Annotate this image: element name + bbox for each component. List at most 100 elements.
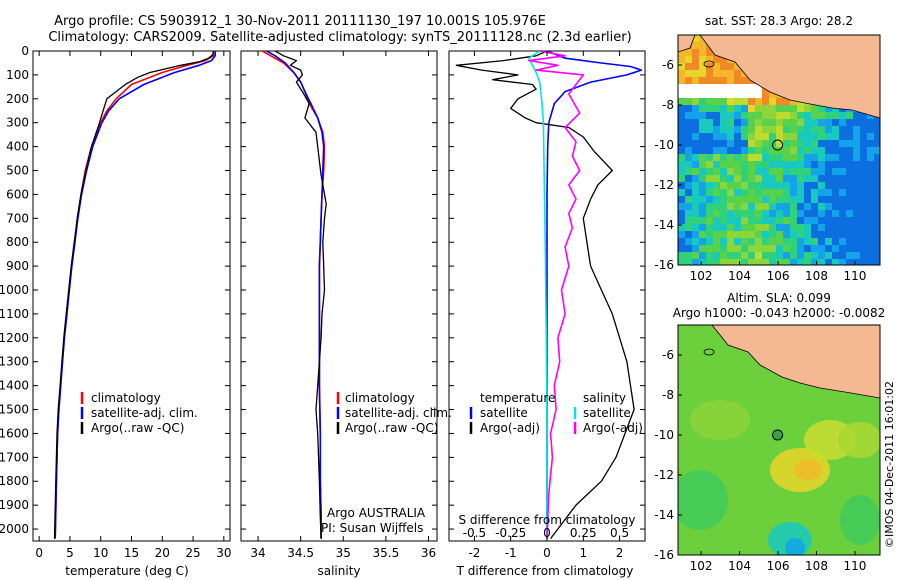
sst-cell — [839, 182, 847, 190]
sst-cell — [853, 189, 861, 197]
sst-cell — [776, 140, 784, 148]
sst-cell — [678, 63, 686, 71]
sst-cell — [755, 245, 763, 253]
x-tick-label: 36 — [421, 546, 436, 560]
sst-cell — [804, 126, 812, 134]
sst-cell — [825, 126, 833, 134]
sst-cell — [825, 238, 833, 246]
sst-cell — [720, 175, 728, 183]
sst-cell — [853, 238, 861, 246]
sst-cell — [818, 231, 826, 239]
sst-cell — [720, 133, 728, 141]
sst-cell — [818, 112, 826, 120]
map-y-tick-label: -10 — [654, 138, 674, 152]
sst-cell — [804, 217, 812, 225]
y-tick-label: 1100 — [0, 307, 29, 321]
sst-cell — [797, 126, 805, 134]
sst-cell — [741, 189, 749, 197]
sst-cell — [699, 224, 707, 232]
sst-cell — [797, 147, 805, 155]
sst-cell — [832, 175, 840, 183]
sst-cell — [727, 77, 735, 85]
sst-cell — [804, 224, 812, 232]
map-x-tick-label: 108 — [805, 559, 828, 573]
sst-cell — [678, 84, 686, 92]
sst-cell — [797, 231, 805, 239]
sst-cell — [797, 189, 805, 197]
sst-cell — [727, 140, 735, 148]
x-tick-label: 5 — [66, 546, 74, 560]
sst-cell — [874, 238, 880, 246]
sst-cell — [734, 231, 742, 239]
sst-cell — [846, 231, 854, 239]
sst-cell — [713, 56, 721, 64]
sst-cell — [853, 196, 861, 204]
sst-cell — [685, 168, 693, 176]
sst-cell — [853, 112, 861, 120]
sst-cell — [811, 175, 819, 183]
sst-cell — [678, 231, 686, 239]
sst-cell — [727, 133, 735, 141]
sst-cell — [706, 189, 714, 197]
sst-cell — [706, 231, 714, 239]
y-tick-label: 1000 — [0, 283, 29, 297]
sst-cell — [832, 112, 840, 120]
sst-cell — [748, 196, 756, 204]
sst-cell — [818, 259, 826, 265]
sst-cell — [699, 105, 707, 113]
sst-cell — [790, 105, 798, 113]
sst-cell — [699, 217, 707, 225]
sst-cell — [748, 91, 756, 99]
sst-cell — [783, 126, 791, 134]
sst-cell — [685, 126, 693, 134]
sst-cell — [839, 112, 847, 120]
sst-cell — [797, 238, 805, 246]
sst-cell — [678, 245, 686, 253]
sst-cell — [846, 161, 854, 169]
sst-cell — [706, 182, 714, 190]
sst-cell — [783, 196, 791, 204]
sst-cell — [783, 154, 791, 162]
sst-cell — [748, 119, 756, 127]
sst-cell — [706, 224, 714, 232]
sst-cell — [790, 217, 798, 225]
sst-cell — [776, 210, 784, 218]
sst-cell — [825, 217, 833, 225]
sst-cell — [678, 210, 686, 218]
map-x-tick-label: 106 — [767, 269, 790, 283]
sst-cell — [713, 203, 721, 211]
sst-cell — [734, 175, 742, 183]
sst-cell — [832, 217, 840, 225]
legend-s-argo: Argo(-adj) — [583, 421, 643, 435]
sst-cell — [839, 245, 847, 253]
sst-cell — [811, 154, 819, 162]
sst-cell — [692, 35, 700, 43]
sst-cell — [699, 252, 707, 260]
map-y-tick-label: -8 — [662, 388, 674, 402]
sst-cell — [713, 133, 721, 141]
sst-cell — [741, 245, 749, 253]
sst-cell — [867, 147, 875, 155]
sst-cell — [692, 49, 700, 57]
sst-cell — [846, 140, 854, 148]
sst-cell — [727, 147, 735, 155]
sst-cell — [734, 70, 742, 78]
sst-cell — [755, 84, 763, 92]
sst-cell — [755, 252, 763, 260]
sst-cell — [874, 245, 880, 253]
legend-t-argo: Argo(-adj) — [480, 421, 540, 435]
sst-cell — [706, 238, 714, 246]
sst-cell — [741, 259, 749, 265]
sst-cell — [769, 182, 777, 190]
sst-cell — [685, 203, 693, 211]
sst-cell — [741, 133, 749, 141]
y-tick-label: 300 — [6, 116, 29, 130]
sst-cell — [713, 224, 721, 232]
sst-cell — [811, 119, 819, 127]
sst-cell — [846, 126, 854, 134]
sst-cell — [783, 238, 791, 246]
sla-blob — [678, 470, 728, 530]
sst-cell — [776, 196, 784, 204]
sst-cell — [839, 210, 847, 218]
sst-cell — [804, 133, 812, 141]
